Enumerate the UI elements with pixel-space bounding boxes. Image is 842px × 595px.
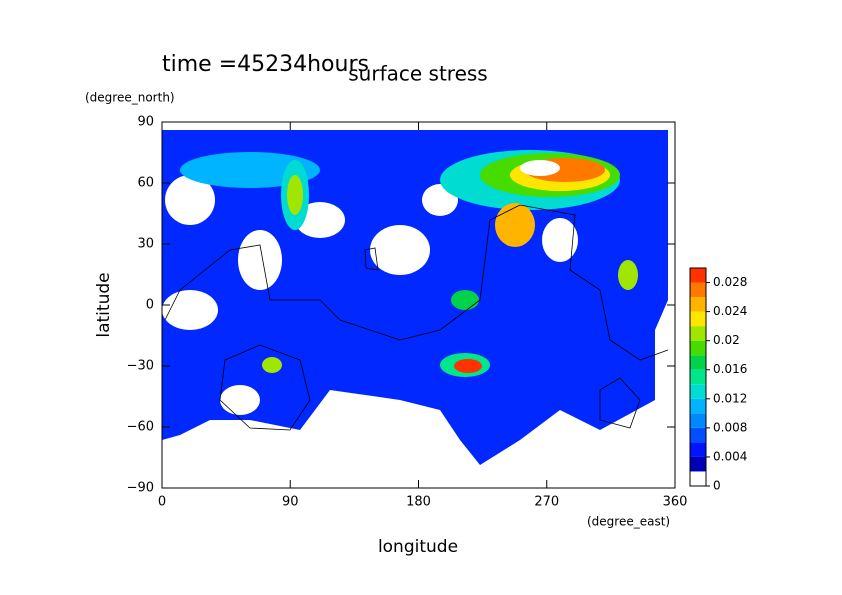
x-tick-label: 270	[534, 495, 559, 510]
colorbar-tick-label: 0.02	[713, 333, 740, 347]
x-tick-label: 180	[406, 495, 431, 510]
chart-subtitle: time =45234hours	[162, 52, 369, 77]
colorbar-band	[690, 427, 706, 443]
colorbar-band	[690, 456, 706, 472]
x-axis-label: longitude	[378, 537, 458, 557]
contour-field	[162, 130, 669, 465]
colorbar-band	[690, 326, 706, 341]
y-tick-label: 0	[146, 298, 154, 313]
colorbar-band	[690, 340, 706, 356]
colorbar-band	[690, 311, 706, 327]
colorbar-tick-label: 0.028	[713, 275, 747, 289]
colorbar-frame	[689, 267, 707, 487]
colorbar-band	[690, 355, 706, 370]
colorbar-band	[690, 282, 706, 298]
colorbar-tick-label: 0	[713, 479, 721, 493]
y-tick-label: 60	[137, 176, 154, 191]
colorbar-tick-label: 0.008	[713, 420, 747, 434]
x-tick-label: 90	[282, 495, 299, 510]
x-unit: (degree_east)	[587, 515, 670, 529]
colorbar-band	[690, 369, 706, 385]
colorbar-band	[690, 471, 706, 486]
colorbar-band	[690, 398, 706, 414]
y-tick-label: 30	[137, 237, 154, 252]
y-tick-label: −60	[127, 420, 154, 435]
colorbar-band	[690, 442, 706, 457]
colorbar-tick-label: 0.012	[713, 391, 747, 405]
y-tick-label: −90	[127, 481, 154, 496]
x-tick-label: 0	[158, 495, 166, 510]
colorbar-tick-label: 0.024	[713, 304, 747, 318]
y-tick-label: 90	[137, 115, 154, 130]
y-axis-label: latitude	[94, 272, 114, 337]
x-tick-label: 360	[663, 495, 688, 510]
y-tick-label: −30	[127, 359, 154, 374]
colorbar-band	[690, 297, 706, 312]
y-unit: (degree_north)	[85, 91, 175, 105]
colorbar-band	[690, 268, 706, 283]
colorbar-band	[690, 413, 706, 428]
colorbar-band	[690, 384, 706, 399]
chart-title: surface stress	[348, 62, 487, 86]
colorbar-tick-label: 0.004	[713, 449, 747, 463]
colorbar-tick-label: 0.016	[713, 362, 747, 376]
